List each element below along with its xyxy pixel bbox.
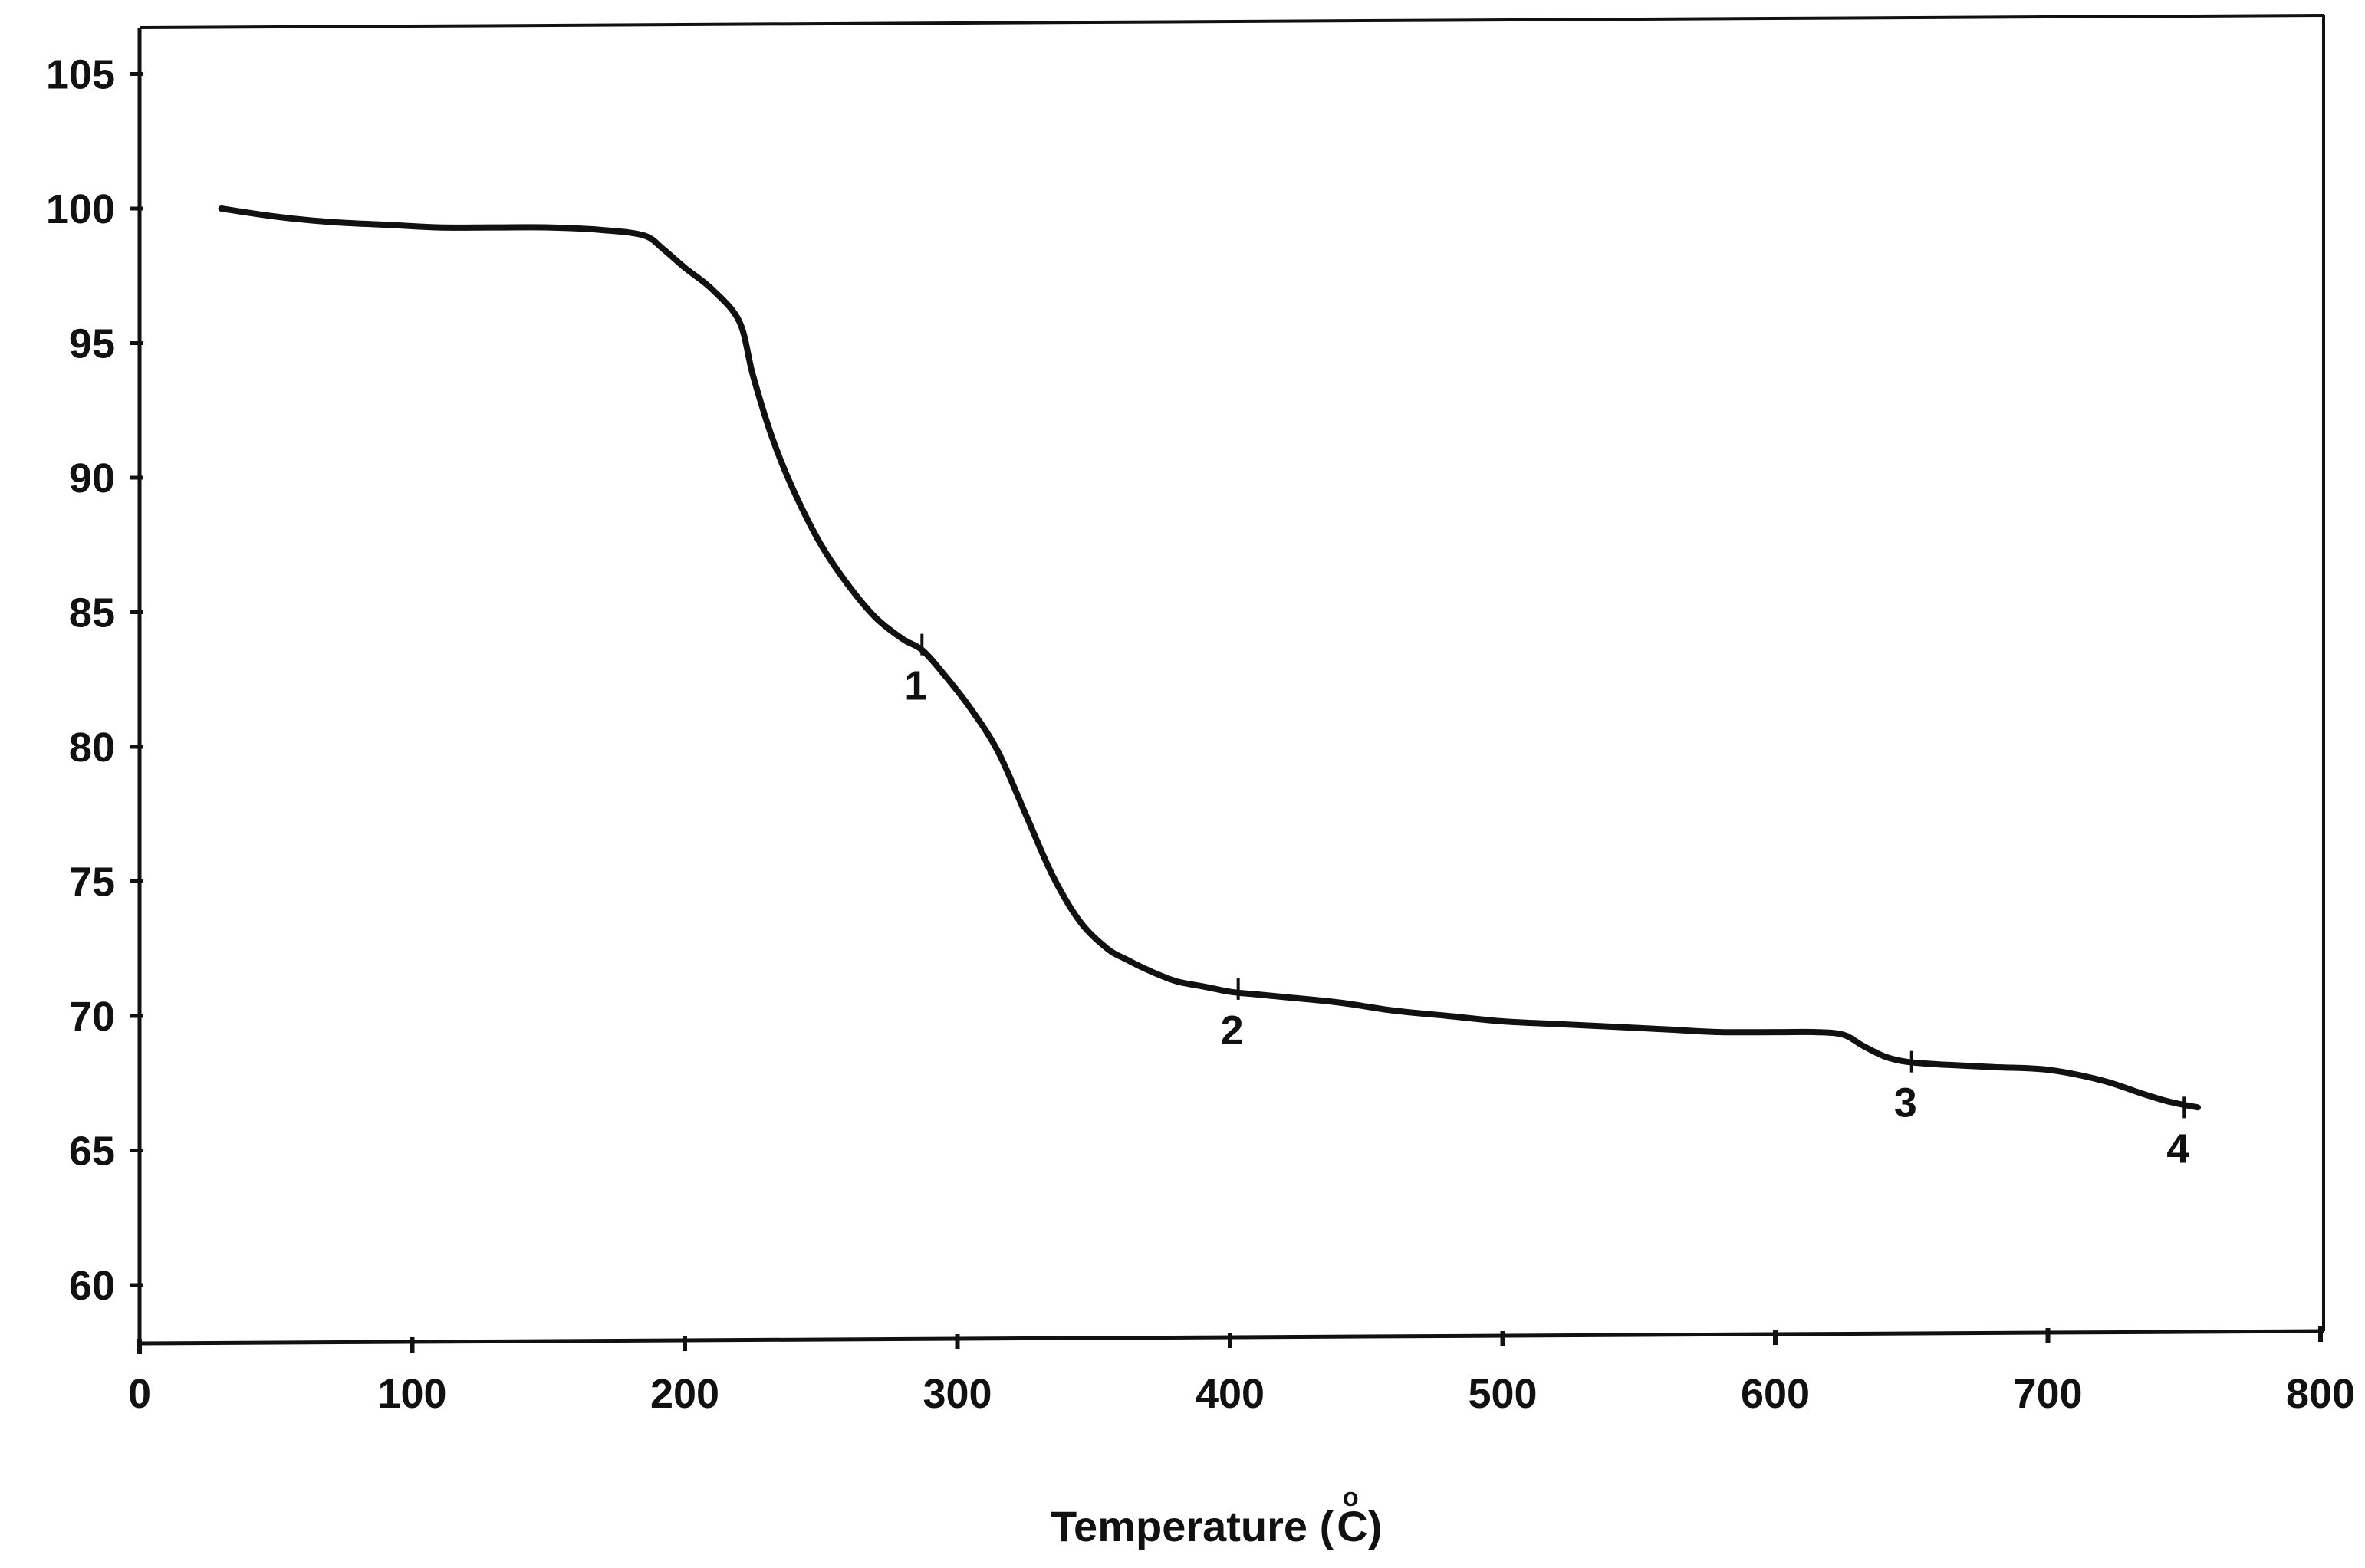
y-tick-label: 85	[69, 590, 115, 636]
y-tick-label: 60	[69, 1263, 115, 1309]
x-tick-label: 700	[2013, 1371, 2082, 1417]
x-tick-label: 600	[1741, 1371, 1810, 1417]
x-tick-label: 100	[377, 1371, 446, 1417]
x-tick-label: 800	[2286, 1371, 2355, 1417]
x-tick-label: 300	[923, 1371, 992, 1417]
plot-frame	[137, 14, 2325, 1346]
y-tick-label: 75	[69, 860, 115, 906]
tga-curve-line	[218, 205, 2201, 1111]
y-tick-label: 90	[69, 455, 115, 501]
y-tick-label: 70	[69, 994, 115, 1040]
annotation-label: 2	[1221, 1008, 1244, 1054]
top-border-line	[139, 14, 2324, 29]
x-tick-label: 400	[1196, 1371, 1265, 1417]
x-tick-label: 0	[128, 1371, 151, 1417]
x-tick-label: 500	[1468, 1371, 1537, 1417]
x-axis-title: Temperature (	[1051, 1502, 1334, 1550]
y-tick-label: 95	[69, 321, 115, 367]
annotation-label: 1	[904, 663, 927, 709]
axis-labels: Temperature ( o C)	[1051, 1483, 1382, 1550]
y-tick-label: 80	[69, 725, 115, 771]
annotation-label: 3	[1894, 1080, 1917, 1126]
x-axis-title-unit: C)	[1337, 1502, 1382, 1550]
series-layer	[218, 205, 2201, 1111]
x-tick-label: 200	[650, 1371, 719, 1417]
axis-ticks: 60 65 70 75 80 85 90 95 100 105 0 100 200 300 400 500 60…	[46, 52, 2355, 1418]
annotation-label: 4	[2166, 1126, 2189, 1172]
y-tick-label: 65	[69, 1129, 115, 1175]
y-tick-label: 105	[46, 52, 115, 98]
annotation-layer: 1 2 3 4	[904, 633, 2189, 1172]
x-axis-title-degree-mark: o	[1343, 1483, 1359, 1512]
y-tick-label: 100	[46, 186, 115, 232]
